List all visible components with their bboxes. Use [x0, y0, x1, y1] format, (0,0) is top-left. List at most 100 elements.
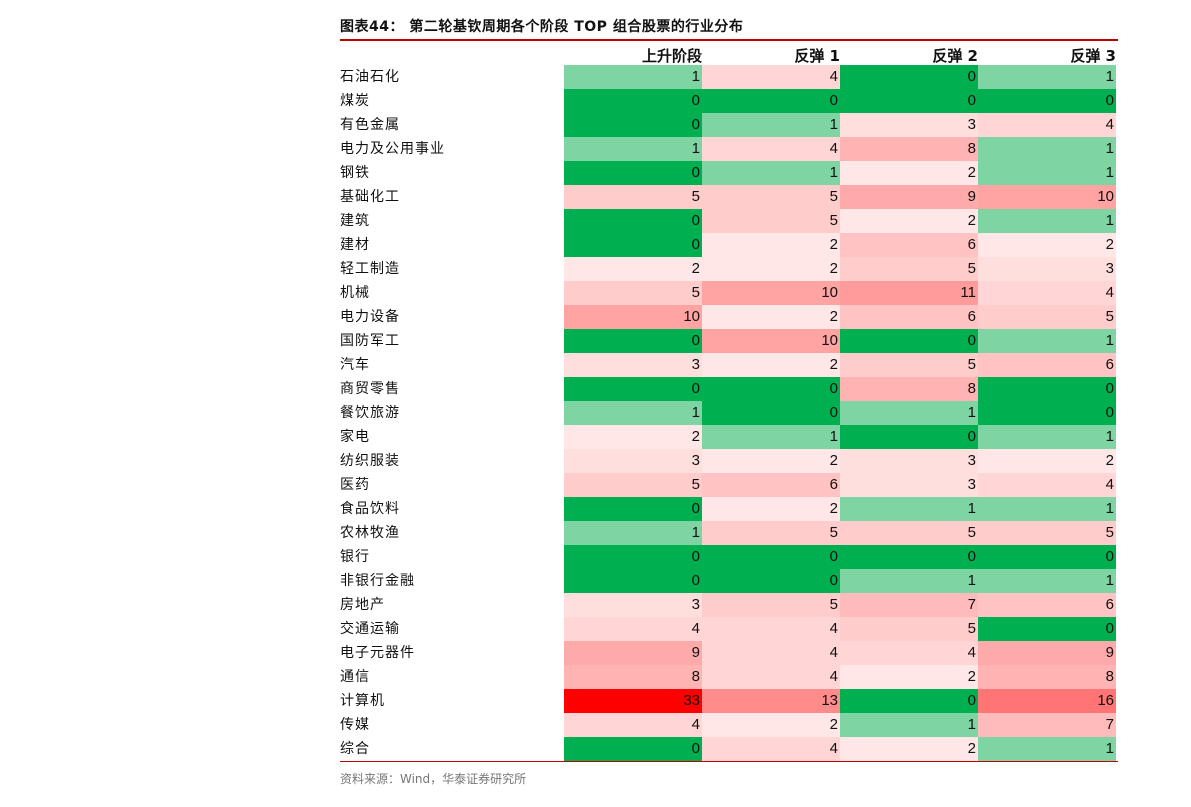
heatmap-cell: 9	[840, 185, 978, 209]
column-header: 反弹 3	[1070, 47, 1116, 65]
heatmap-cell: 5	[978, 305, 1116, 329]
table-row: 石油石化 1 4 0 1	[340, 65, 1118, 89]
heatmap-cell: 0	[702, 569, 840, 593]
row-label: 机械	[340, 285, 370, 301]
heatmap-cell: 1	[840, 713, 978, 737]
heatmap-cell: 0	[564, 737, 702, 761]
row-label: 国防军工	[340, 333, 400, 349]
heatmap-cell: 0	[840, 329, 978, 353]
heatmap-cell: 10	[702, 329, 840, 353]
heatmap-cell: 0	[564, 569, 702, 593]
row-label: 电力设备	[340, 309, 400, 325]
heatmap-cell: 4	[978, 281, 1116, 305]
heatmap-cell: 5	[840, 353, 978, 377]
row-label: 钢铁	[340, 165, 370, 181]
heatmap-cell: 6	[840, 305, 978, 329]
heatmap-cell: 33	[564, 689, 702, 713]
heatmap-cell: 7	[840, 593, 978, 617]
source-note: 资料来源：Wind，华泰证券研究所	[340, 772, 527, 786]
heatmap-cell: 1	[978, 161, 1116, 185]
heatmap-cell: 1	[978, 737, 1116, 761]
heatmap-cell: 5	[840, 521, 978, 545]
heatmap-cell: 1	[564, 521, 702, 545]
heatmap-cell: 5	[564, 281, 702, 305]
heatmap-cell: 1	[564, 65, 702, 89]
row-label: 基础化工	[340, 189, 400, 205]
row-label: 汽车	[340, 357, 370, 373]
row-label: 轻工制造	[340, 261, 400, 277]
heatmap-cell: 2	[564, 257, 702, 281]
heatmap-cell: 2	[978, 449, 1116, 473]
heatmap-cell: 1	[702, 161, 840, 185]
heatmap-cell: 3	[978, 257, 1116, 281]
heatmap-cell: 5	[978, 521, 1116, 545]
heatmap-cell: 2	[702, 449, 840, 473]
column-header: 反弹 1	[794, 47, 840, 65]
heatmap-cell: 2	[702, 233, 840, 257]
table-row: 建筑 0 5 2 1	[340, 209, 1118, 233]
heatmap-cell: 0	[978, 377, 1116, 401]
heatmap-cell: 7	[978, 713, 1116, 737]
heatmap-cell: 5	[702, 593, 840, 617]
row-label: 农林牧渔	[340, 525, 400, 541]
table-row: 医药 5 6 3 4	[340, 473, 1118, 497]
heatmap-cell: 0	[840, 89, 978, 113]
heatmap-cell: 6	[978, 353, 1116, 377]
row-label: 纺织服装	[340, 453, 400, 469]
heatmap-cell: 3	[840, 449, 978, 473]
heatmap-cell: 4	[702, 665, 840, 689]
heatmap-cell: 2	[564, 425, 702, 449]
heatmap-cell: 5	[564, 185, 702, 209]
heatmap-cell: 2	[702, 305, 840, 329]
table-row: 煤炭 0 0 0 0	[340, 89, 1118, 113]
heatmap-cell: 0	[564, 113, 702, 137]
heatmap-cell: 10	[702, 281, 840, 305]
heatmap-cell: 0	[702, 401, 840, 425]
table-row: 综合 0 4 2 1	[340, 737, 1118, 761]
table-row: 电子元器件 9 4 4 9	[340, 641, 1118, 665]
table-row: 国防军工 0 10 0 1	[340, 329, 1118, 353]
heatmap-cell: 5	[840, 257, 978, 281]
heatmap-cell: 4	[702, 617, 840, 641]
heatmap-cell: 1	[978, 137, 1116, 161]
heatmap-cell: 2	[702, 497, 840, 521]
table-row: 纺织服装 3 2 3 2	[340, 449, 1118, 473]
heatmap-cell: 0	[840, 425, 978, 449]
figure-title: 图表44： 第二轮基钦周期各个阶段 TOP 组合股票的行业分布	[340, 19, 744, 35]
heatmap-cell: 0	[564, 545, 702, 569]
table-row: 建材 0 2 6 2	[340, 233, 1118, 257]
heatmap-cell: 8	[564, 665, 702, 689]
table-row: 传媒 4 2 1 7	[340, 713, 1118, 737]
heatmap-cell: 0	[978, 89, 1116, 113]
heatmap-cell: 3	[840, 113, 978, 137]
table-row: 汽车 3 2 5 6	[340, 353, 1118, 377]
heatmap-cell: 2	[840, 161, 978, 185]
heatmap-cell: 1	[702, 425, 840, 449]
row-label: 建筑	[340, 213, 370, 229]
heatmap-cell: 1	[840, 569, 978, 593]
heatmap-cell: 1	[978, 569, 1116, 593]
heatmap-cell: 4	[564, 617, 702, 641]
table-row: 通信 8 4 2 8	[340, 665, 1118, 689]
heatmap-cell: 6	[840, 233, 978, 257]
row-label: 银行	[340, 549, 370, 565]
heatmap-cell: 0	[564, 377, 702, 401]
heatmap-cell: 0	[978, 617, 1116, 641]
heatmap-cell: 4	[978, 473, 1116, 497]
heatmap-cell: 2	[840, 665, 978, 689]
heatmap-cell: 11	[840, 281, 978, 305]
heatmap-cell: 3	[840, 473, 978, 497]
row-label: 传媒	[340, 717, 370, 733]
row-label: 通信	[340, 669, 370, 685]
heatmap-cell: 4	[702, 641, 840, 665]
heatmap-cell: 6	[978, 593, 1116, 617]
heatmap-cell: 0	[702, 377, 840, 401]
heatmap-cell: 1	[978, 497, 1116, 521]
row-label: 交通运输	[340, 621, 400, 637]
row-label: 综合	[340, 741, 370, 757]
heatmap-cell: 6	[702, 473, 840, 497]
row-label: 电力及公用事业	[340, 141, 445, 157]
heatmap-cell: 0	[840, 545, 978, 569]
heatmap-cell: 1	[978, 209, 1116, 233]
heatmap-cell: 0	[564, 233, 702, 257]
